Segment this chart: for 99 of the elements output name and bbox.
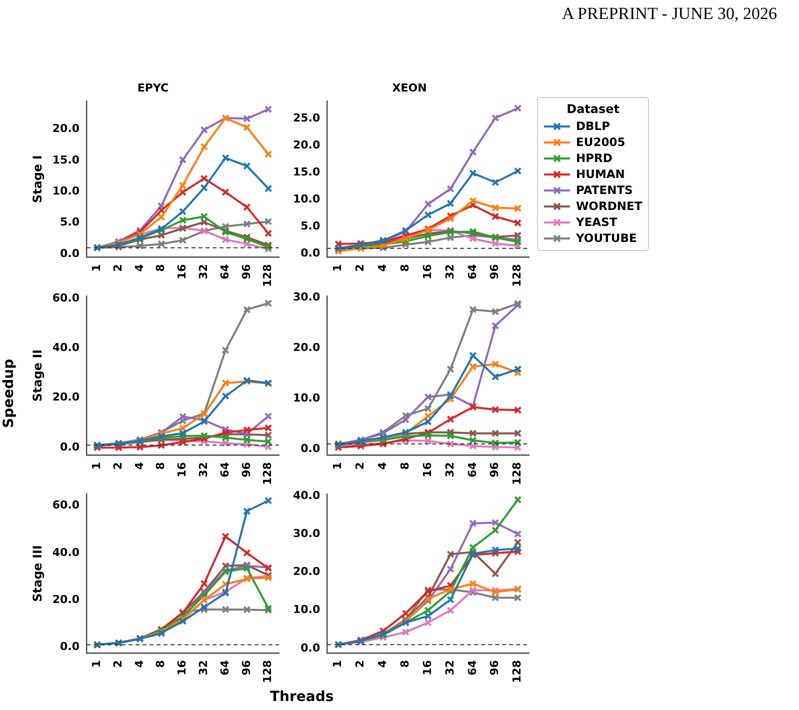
x-tick-label: 4 [132,264,146,272]
y-tick-label: 10.0 [293,603,320,616]
y-tick-label: 0.0 [300,442,320,455]
x-tick-label: 96 [488,462,502,478]
x-tick-label: 4 [376,660,390,668]
x-tick-label: 64 [466,462,479,478]
y-tick-label: 30.0 [293,290,320,304]
y-tick-label: 0.0 [300,246,320,260]
x-tick-label: 2 [354,660,367,668]
x-tick-label: 1 [90,462,104,470]
x-tick-label: 128 [261,264,274,288]
y-tick-label: 5.0 [60,216,80,229]
y-tick-label: 10.0 [293,391,320,404]
y-tick-label: 15.0 [52,153,80,166]
x-tick-label: 96 [240,660,253,676]
x-tick-label: 2 [354,462,367,470]
x-tick-label: 2 [111,462,124,470]
x-tick-label: 16 [420,264,434,280]
legend-label: WORDNET [576,199,642,213]
x-tick-label: 96 [488,264,502,280]
x-tick-label: 32 [197,660,210,676]
text: A PREPRINT - JUNE 30, 2026 [562,4,777,24]
x-tick-label: 4 [132,462,146,470]
x-tick-label: 64 [466,264,479,280]
x-tick-label: 8 [154,264,168,272]
x-tick-label: 64 [218,264,232,280]
y-axis-title: Stage II [30,349,44,402]
legend-label: HUMAN [576,167,625,181]
legend-label: PATENTS [576,183,633,197]
legend-title: Dataset [566,102,621,116]
y-tick-label: 20.0 [52,592,80,606]
y-tick-label: 5.0 [300,220,320,233]
x-tick-label: 96 [488,660,502,676]
y-tick-label: 0.0 [60,640,80,654]
y-tick-label: 0.0 [300,641,320,654]
y-tick-label: 10.0 [293,192,320,206]
x-tick-label: 2 [111,264,124,272]
x-tick-label: 4 [376,462,390,470]
x-tick-label: 32 [443,462,456,478]
x-tick-label: 128 [510,462,524,486]
text: Threads [270,689,334,705]
y-tick-label: 40.0 [52,546,80,559]
y-tick-label: 20.0 [52,122,80,136]
x-tick-label: 1 [90,264,104,272]
chart-title: EPYC [137,81,169,94]
y-tick-label: 0.0 [60,440,80,454]
y-tick-label: 40.0 [293,488,320,502]
x-tick-label: 8 [398,264,412,272]
x-tick-label: 16 [176,660,189,676]
x-tick-label: 8 [398,660,412,668]
y-axis-title: Stage I [30,155,44,204]
chart-title: XEON [392,81,427,94]
x-tick-label: 8 [154,660,168,668]
x-tick-label: 8 [398,462,412,470]
x-tick-label: 96 [240,462,253,478]
y-tick-label: 10.0 [52,184,80,198]
x-tick-label: 64 [218,462,232,478]
x-tick-label: 128 [510,660,524,684]
x-tick-label: 1 [90,660,104,668]
x-tick-label: 64 [218,660,232,676]
x-tick-label: 32 [197,264,210,280]
x-tick-label: 4 [376,264,390,272]
y-tick-label: 30.0 [293,526,320,540]
legend-label: EU2005 [576,135,626,149]
y-tick-label: 20.0 [293,340,320,354]
x-tick-label: 1 [331,660,344,668]
legend-label: DBLP [576,119,610,133]
y-tick-label: 25.0 [293,111,320,124]
x-tick-label: 2 [354,264,367,272]
y-tick-label: 20.0 [293,138,320,152]
y-tick-label: 20.0 [52,390,80,404]
text: Speedup [1,358,17,428]
y-tick-label: 60.0 [52,291,80,304]
x-tick-label: 16 [176,462,189,478]
x-tick-label: 16 [420,462,434,478]
x-tick-label: 96 [240,264,253,280]
x-tick-label: 1 [331,462,344,470]
x-tick-label: 16 [176,264,189,280]
legend-label: HPRD [576,151,612,165]
y-tick-label: 20.0 [293,565,320,578]
x-tick-label: 128 [261,462,274,486]
legend-label: YEAST [576,215,618,229]
x-tick-label: 8 [154,462,168,470]
x-tick-label: 4 [132,660,146,668]
x-tick-label: 32 [443,264,456,280]
x-tick-label: 32 [197,462,210,478]
y-axis-title: Stage III [30,545,44,602]
x-tick-label: 1 [331,264,344,272]
x-tick-label: 2 [111,660,124,668]
x-tick-label: 32 [443,660,456,676]
x-tick-label: 16 [420,660,434,676]
y-tick-label: 15.0 [293,165,320,178]
x-tick-label: 128 [510,264,524,288]
x-tick-label: 128 [261,660,274,684]
y-tick-label: 40.0 [52,341,80,354]
y-tick-label: 0.0 [60,246,80,260]
y-tick-label: 60.0 [52,498,80,512]
x-tick-label: 64 [466,660,479,676]
legend-label: YOUTUBE [576,231,637,245]
